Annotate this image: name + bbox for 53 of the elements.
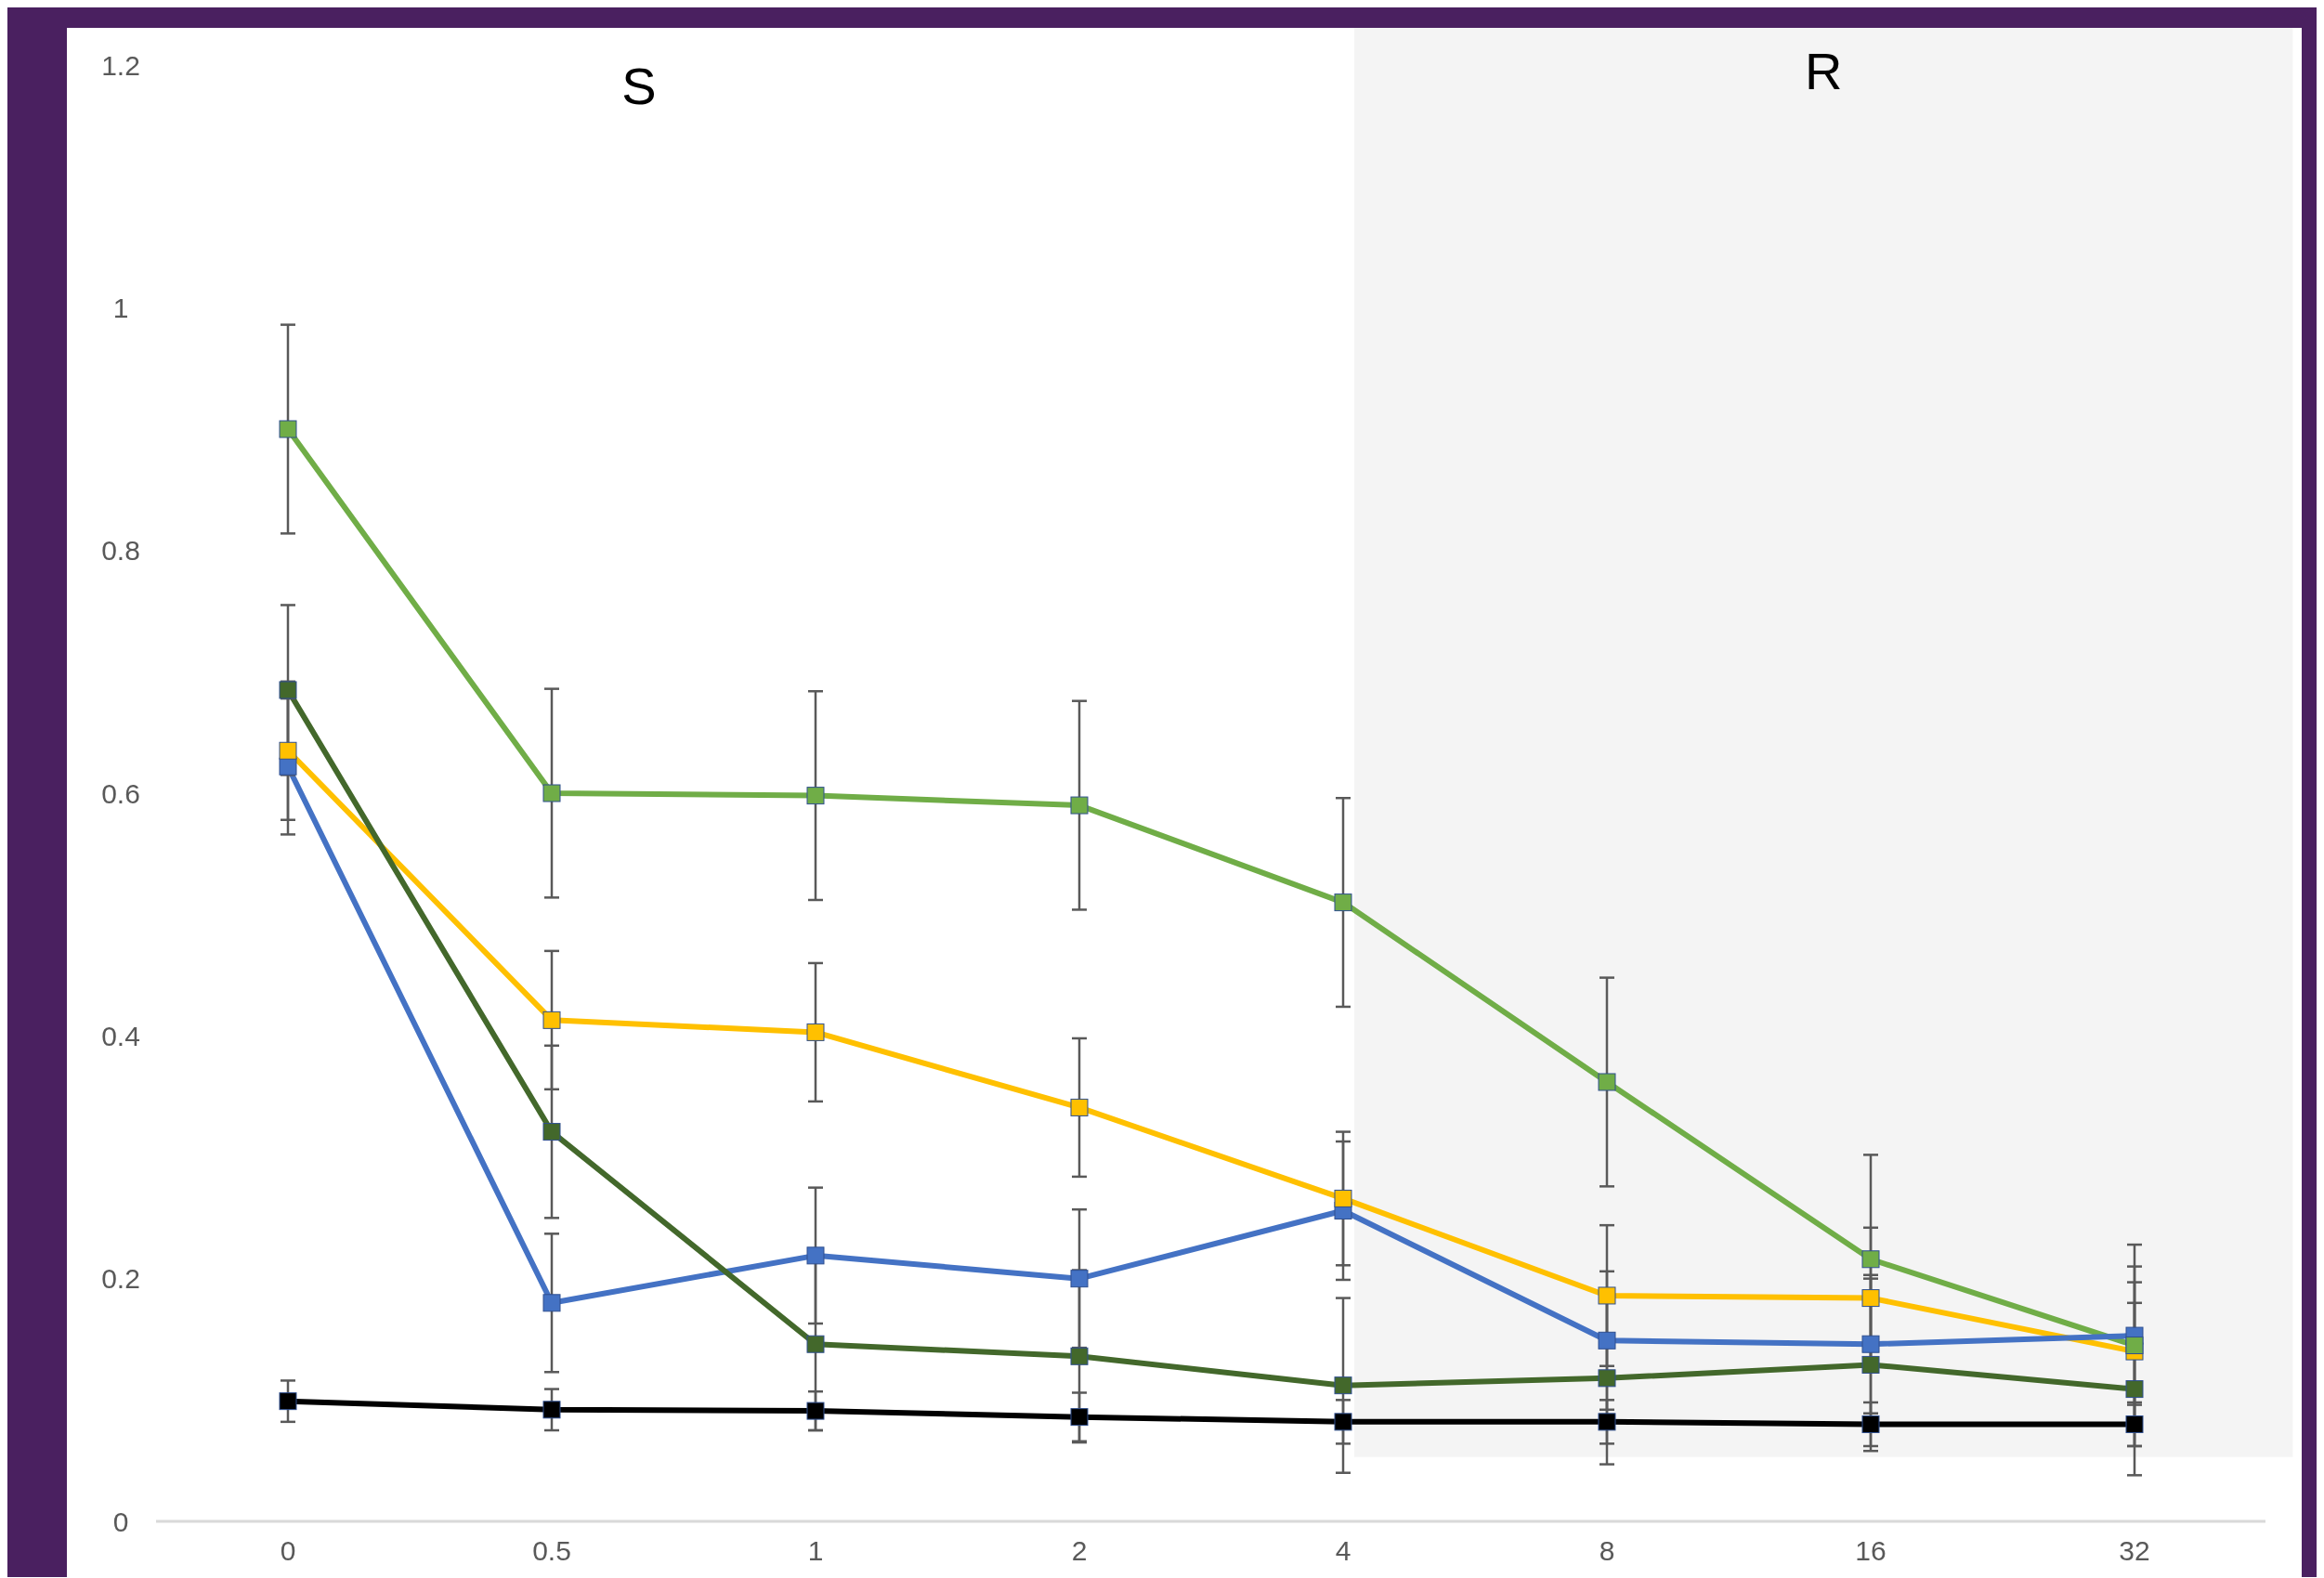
point [1334,893,1352,912]
x-tick-label: 0.5 [532,1535,571,1566]
y-tick-label: 0.4 [101,1020,140,1051]
point [806,1402,825,1420]
point [1861,1415,1880,1433]
point [279,1392,297,1411]
y-tick-label: 1.2 [101,49,140,81]
point [2125,1415,2144,1433]
point [1598,1331,1616,1350]
point [542,784,561,802]
point [1861,1289,1880,1308]
x-tick-label: 2 [1071,1535,1088,1566]
point [1334,1413,1352,1431]
y-tick-label: 0.6 [101,777,140,809]
y-tick-label: 1 [112,292,129,323]
point [2125,1337,2144,1355]
point [542,1401,561,1419]
x-tick-label: 8 [1599,1535,1615,1566]
point [806,1246,825,1265]
point [1598,1369,1616,1388]
point [1861,1335,1880,1353]
point [1070,1098,1089,1116]
annotation: S [621,57,657,115]
point [1861,1250,1880,1269]
point [806,787,825,805]
point [1334,1189,1352,1207]
point [1070,1347,1089,1365]
point [542,1011,561,1029]
x-tick-label: 32 [2119,1535,2150,1566]
x-tick-label: 4 [1335,1535,1351,1566]
point [542,1294,561,1312]
band-label: R [1804,42,1843,100]
x-tick-label: 1 [807,1535,824,1566]
point [542,1123,561,1141]
point [1861,1355,1880,1374]
point [1070,1270,1089,1288]
point [1598,1073,1616,1091]
y-tick-label: 0.2 [101,1263,140,1295]
point [2125,1380,2144,1399]
point [1070,1408,1089,1427]
point [279,420,297,438]
x-tick-label: 16 [1855,1535,1887,1566]
point [1598,1286,1616,1305]
point [1598,1413,1616,1431]
point [279,741,297,760]
point [1334,1376,1352,1395]
point [1070,796,1089,815]
y-tick-label: 0.8 [101,535,140,567]
x-tick-label: 0 [280,1535,296,1566]
point [806,1023,825,1041]
point [279,681,297,699]
y-tick-label: 0 [112,1506,129,1537]
point [806,1335,825,1353]
